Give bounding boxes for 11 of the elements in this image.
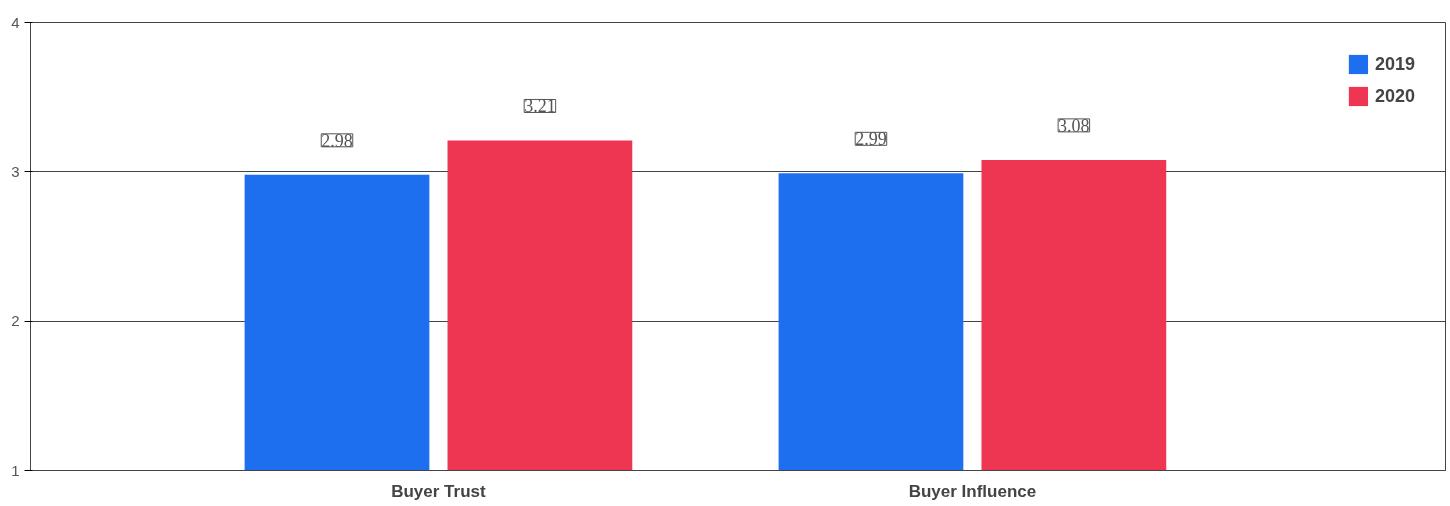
x-tick-label: Buyer Influence — [908, 481, 1037, 501]
data-label: 2.99 — [855, 129, 887, 150]
y-tick-label: 4 — [11, 13, 20, 31]
data-label: 2.98 — [321, 130, 353, 151]
x-tick-label: Buyer Trust — [391, 481, 487, 501]
data-label: 3.08 — [1058, 115, 1090, 136]
y-tick-label: 2 — [11, 312, 20, 330]
y-tick-label: 1 — [11, 461, 20, 479]
legend-label: 2019 — [1374, 53, 1415, 75]
legend-label: 2020 — [1374, 85, 1415, 107]
y-tick-label: 3 — [11, 162, 20, 180]
